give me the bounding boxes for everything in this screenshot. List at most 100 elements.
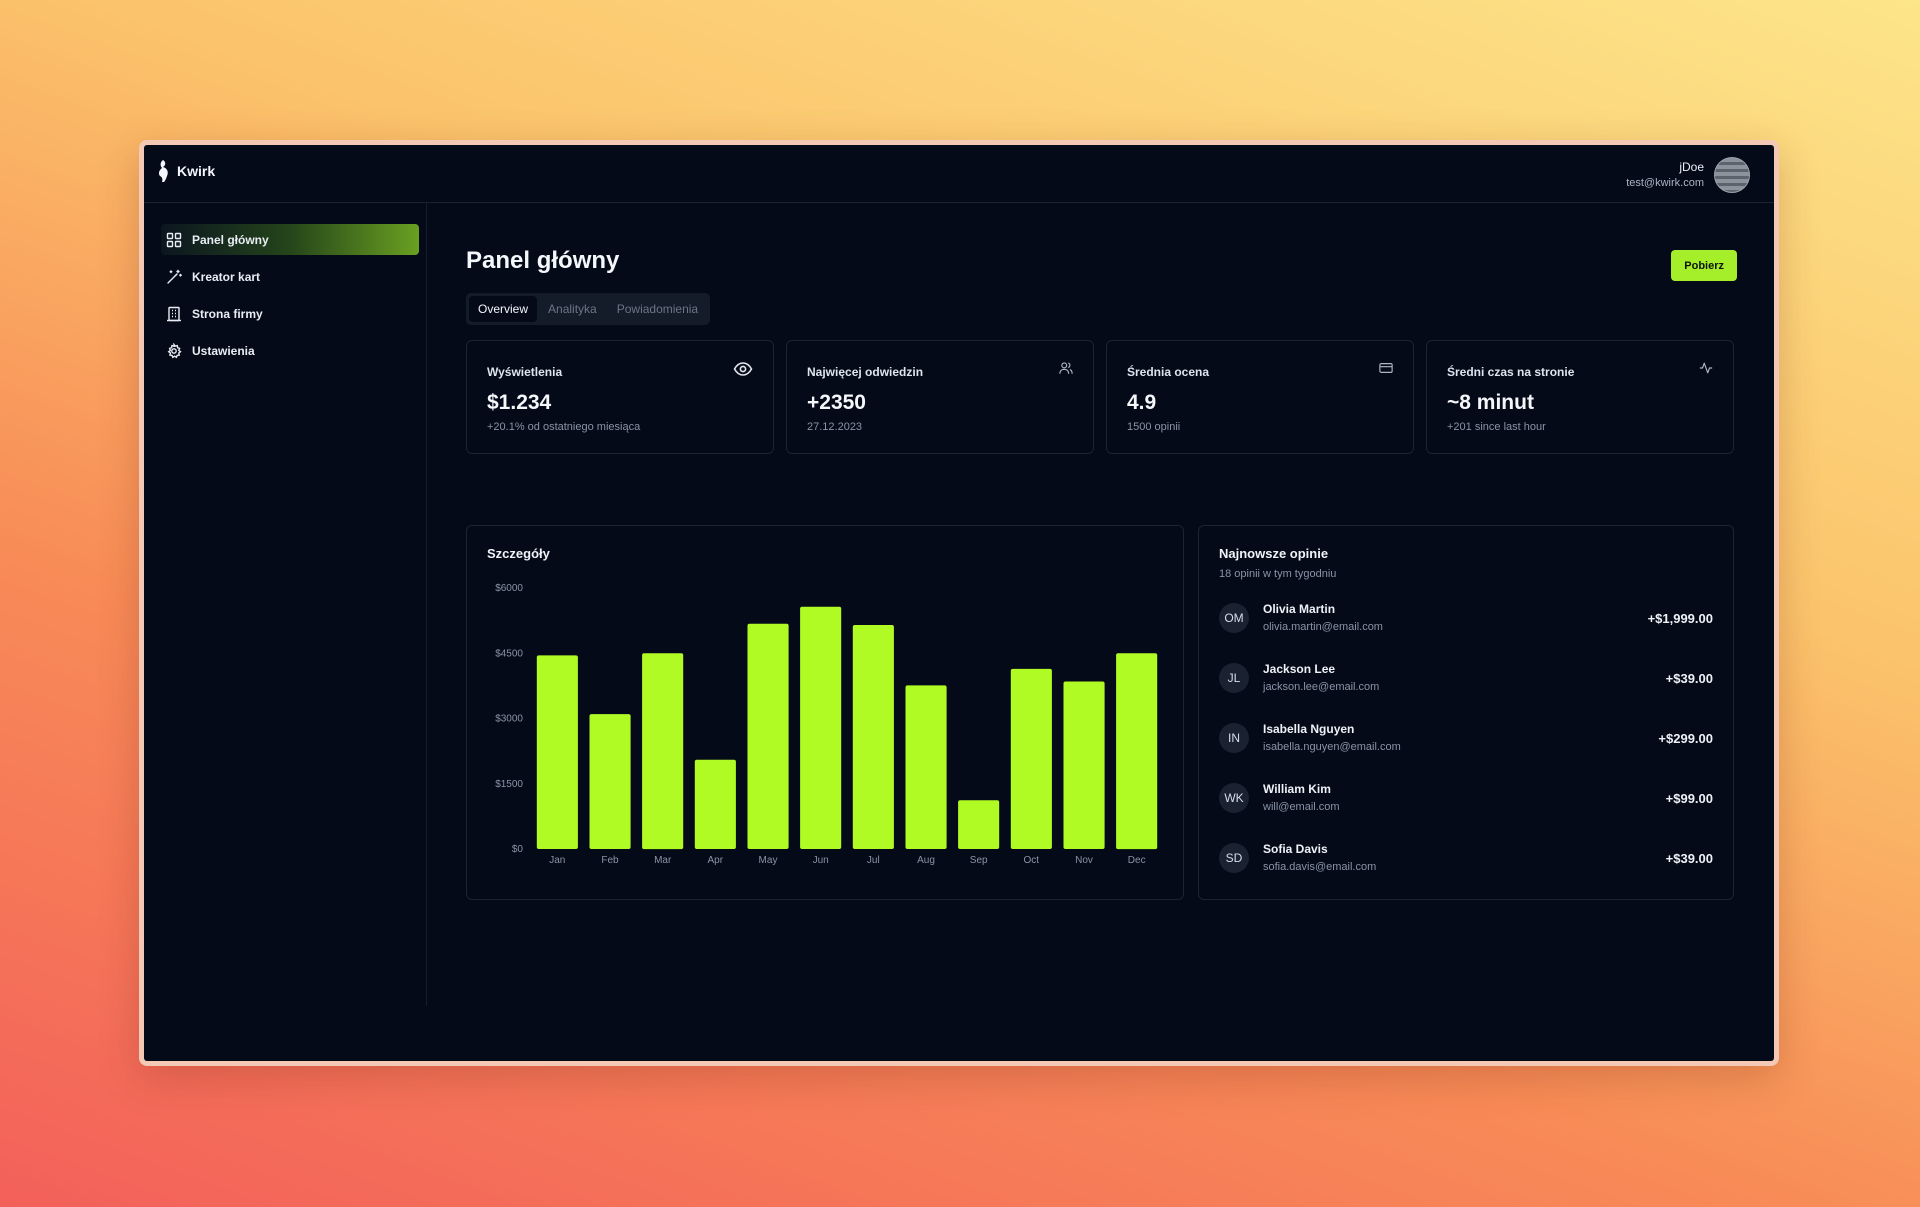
customer-email: isabella.nguyen@email.com <box>1263 741 1401 753</box>
chart-bar-apr[interactable] <box>694 759 736 849</box>
bar-chart: $0 $1500 $3000 $4500 $6000 Jan Feb Mar Apr May Jun… <box>495 583 1158 866</box>
sidebar-item-kreator-kart[interactable]: Kreator kart <box>161 261 419 292</box>
user-avatar[interactable] <box>1714 157 1750 193</box>
top-bar: Kwirk jDoe test@kwirk.com <box>144 145 1774 203</box>
stat-subtext: +201 since last hour <box>1447 421 1546 433</box>
chart-bar-jun[interactable] <box>800 606 842 849</box>
avatar: IN <box>1219 723 1249 753</box>
page-title: Panel główny <box>466 247 620 274</box>
stat-value: $1.234 <box>487 391 552 414</box>
customer-name: Isabella Nguyen <box>1263 722 1355 736</box>
recent-sales-title: Najnowsze opinie <box>1219 546 1329 561</box>
x-tick-label: Nov <box>1075 855 1093 866</box>
sidebar-nav: Panel główny Kreator kart Strona firmy <box>144 202 426 366</box>
stat-value: 4.9 <box>1127 391 1157 414</box>
sale-amount: +$299.00 <box>1658 730 1713 746</box>
sale-amount: +$99.00 <box>1665 790 1713 806</box>
y-tick-label: $0 <box>512 844 524 855</box>
eye-icon <box>733 362 753 376</box>
user-email: test@kwirk.com <box>1626 177 1704 189</box>
customer-name: Olivia Martin <box>1263 602 1336 616</box>
overview-title: Szczegóły <box>487 546 550 561</box>
sale-info: Isabella Nguyen isabella.nguyen@email.co… <box>1263 720 1401 756</box>
x-tick-label: Dec <box>1128 855 1146 866</box>
customer-email: sofia.davis@email.com <box>1263 861 1377 873</box>
avatar: WK <box>1219 783 1249 813</box>
sale-amount: +$39.00 <box>1665 850 1713 866</box>
avatar: JL <box>1219 663 1249 693</box>
user-menu[interactable]: jDoe test@kwirk.com <box>1626 157 1750 193</box>
overview-card: Szczegóły $0 $1500 $3000 $4500 $6000 Jan Feb Ma… <box>466 525 1184 900</box>
stat-card-visits: Najwięcej odwiedzin +2350 27.12.2023 <box>786 340 1094 454</box>
chart-bar-dec[interactable] <box>1116 653 1158 850</box>
stat-card-views: Wyświetlenia $1.234 +20.1% od ostatniego… <box>466 340 774 454</box>
tab-analityka[interactable]: Analityka <box>548 302 597 316</box>
x-tick-label: Oct <box>1024 855 1040 866</box>
chart-bar-aug[interactable] <box>905 685 947 849</box>
x-tick-label: May <box>759 855 778 866</box>
y-tick-label: $3000 <box>495 714 523 725</box>
tab-list: Overview Analityka Powiadomienia <box>466 293 711 325</box>
customer-name: Sofia Davis <box>1263 842 1328 856</box>
list-item[interactable]: IN Isabella Nguyen isabella.nguyen@email… <box>1219 718 1713 758</box>
brand[interactable]: Kwirk <box>157 159 215 183</box>
sidebar-item-panel-glowny[interactable]: Panel główny <box>161 224 419 255</box>
sale-info: Jackson Lee jackson.lee@email.com <box>1263 660 1379 696</box>
chart-bar-sep[interactable] <box>958 800 1000 849</box>
avatar: OM <box>1219 603 1249 633</box>
chart-bar-nov[interactable] <box>1063 681 1105 850</box>
y-tick-label: $1500 <box>495 779 523 790</box>
list-item[interactable]: WK William Kim will@email.com +$99.00 <box>1219 778 1713 818</box>
y-tick-label: $6000 <box>495 583 523 594</box>
x-tick-label: Aug <box>917 855 935 866</box>
chart-bar-jul[interactable] <box>852 625 894 849</box>
customer-email: will@email.com <box>1263 801 1340 813</box>
stat-subtext: 27.12.2023 <box>807 421 863 433</box>
tab-powiadomienia[interactable]: Powiadomienia <box>616 302 699 316</box>
sidebar-item-strona-firmy[interactable]: Strona firmy <box>161 298 419 329</box>
sale-info: William Kim will@email.com <box>1263 780 1340 816</box>
chart-bar-feb[interactable] <box>589 714 631 849</box>
list-item[interactable]: OM Olivia Martin olivia.martin@email.com… <box>1219 598 1713 638</box>
download-button[interactable]: Pobierz <box>1671 250 1737 281</box>
stat-label: Wyświetlenia <box>487 365 563 379</box>
chart-bar-oct[interactable] <box>1010 668 1052 849</box>
avatar: SD <box>1219 843 1249 873</box>
chart-bar-may[interactable] <box>747 623 789 849</box>
dashboard-grid-icon <box>166 232 182 247</box>
x-tick-label: Feb <box>601 855 619 866</box>
sidebar-item-ustawienia[interactable]: Ustawienia <box>161 335 419 366</box>
customer-name: William Kim <box>1263 782 1331 796</box>
sale-info: Olivia Martin olivia.martin@email.com <box>1263 600 1383 636</box>
list-item[interactable]: JL Jackson Lee jackson.lee@email.com +$3… <box>1219 658 1713 698</box>
x-tick-label: Jan <box>549 855 565 866</box>
stat-subtext: 1500 opinii <box>1127 421 1181 433</box>
magic-wand-icon <box>167 269 182 284</box>
user-info: jDoe test@kwirk.com <box>1626 159 1704 191</box>
gear-icon <box>167 342 182 358</box>
stat-card-time-on-page: Średni czas na stronie ~8 minut +201 sin… <box>1426 340 1734 454</box>
tab-overview[interactable]: Overview <box>469 296 538 322</box>
app-window-frame: Kwirk jDoe test@kwirk.com Panel główny <box>139 140 1779 1066</box>
sale-amount: +$1,999.00 <box>1647 610 1713 626</box>
recent-sales-card: Najnowsze opinie 18 opinii w tym tygodni… <box>1198 525 1734 900</box>
x-tick-label: Mar <box>654 855 672 866</box>
sidebar-item-label: Ustawienia <box>192 343 255 358</box>
sale-info: Sofia Davis sofia.davis@email.com <box>1263 840 1376 876</box>
sidebar-item-label: Kreator kart <box>192 269 261 284</box>
sidebar-item-label: Panel główny <box>192 232 269 247</box>
sidebar-item-label: Strona firmy <box>192 306 263 321</box>
stat-value: +2350 <box>807 391 866 414</box>
stat-card-rating: Średnia ocena 4.9 1500 opinii <box>1106 340 1414 454</box>
x-tick-label: Sep <box>970 855 988 866</box>
chart-bar-jan[interactable] <box>536 655 578 849</box>
app-window: Kwirk jDoe test@kwirk.com Panel główny <box>144 145 1774 1061</box>
main-content: Panel główny Pobierz Overview Analityka … <box>426 202 1774 1061</box>
chart-bar-mar[interactable] <box>642 653 684 850</box>
users-icon <box>1059 362 1073 374</box>
customer-email: olivia.martin@email.com <box>1263 621 1383 633</box>
x-tick-label: Apr <box>708 855 724 866</box>
stat-label: Najwięcej odwiedzin <box>807 365 924 379</box>
list-item[interactable]: SD Sofia Davis sofia.davis@email.com +$3… <box>1219 838 1713 878</box>
stat-value: ~8 minut <box>1447 391 1534 414</box>
